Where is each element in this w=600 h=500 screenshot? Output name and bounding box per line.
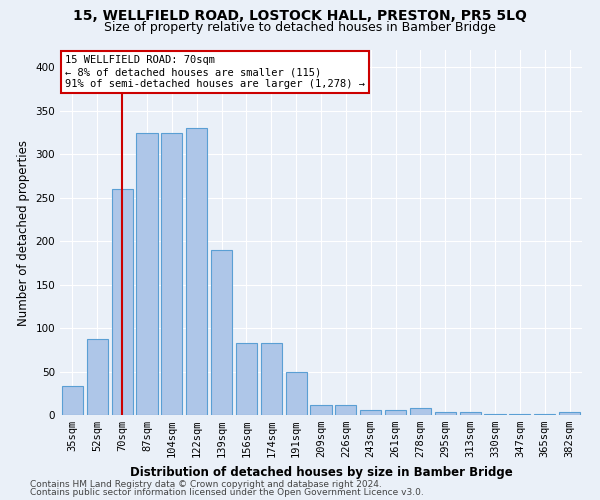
Bar: [335, 406, 356, 415]
Bar: [286, 372, 307, 415]
Bar: [62, 386, 83, 415]
Bar: [559, 412, 580, 415]
Text: Contains HM Land Registry data © Crown copyright and database right 2024.: Contains HM Land Registry data © Crown c…: [30, 480, 382, 489]
Bar: [161, 132, 182, 415]
Bar: [211, 250, 232, 415]
Bar: [112, 189, 133, 415]
Bar: [310, 406, 332, 415]
Text: Contains public sector information licensed under the Open Government Licence v3: Contains public sector information licen…: [30, 488, 424, 497]
Bar: [87, 338, 108, 415]
Text: 15 WELLFIELD ROAD: 70sqm
← 8% of detached houses are smaller (115)
91% of semi-d: 15 WELLFIELD ROAD: 70sqm ← 8% of detache…: [65, 56, 365, 88]
Bar: [484, 414, 506, 415]
Y-axis label: Number of detached properties: Number of detached properties: [17, 140, 30, 326]
Bar: [460, 412, 481, 415]
Bar: [534, 414, 555, 415]
Bar: [385, 410, 406, 415]
Text: Size of property relative to detached houses in Bamber Bridge: Size of property relative to detached ho…: [104, 21, 496, 34]
Bar: [136, 132, 158, 415]
Text: 15, WELLFIELD ROAD, LOSTOCK HALL, PRESTON, PR5 5LQ: 15, WELLFIELD ROAD, LOSTOCK HALL, PRESTO…: [73, 9, 527, 23]
Bar: [509, 414, 530, 415]
Bar: [410, 408, 431, 415]
Bar: [236, 343, 257, 415]
Bar: [186, 128, 207, 415]
X-axis label: Distribution of detached houses by size in Bamber Bridge: Distribution of detached houses by size …: [130, 466, 512, 478]
Bar: [435, 412, 456, 415]
Bar: [261, 343, 282, 415]
Bar: [360, 410, 381, 415]
